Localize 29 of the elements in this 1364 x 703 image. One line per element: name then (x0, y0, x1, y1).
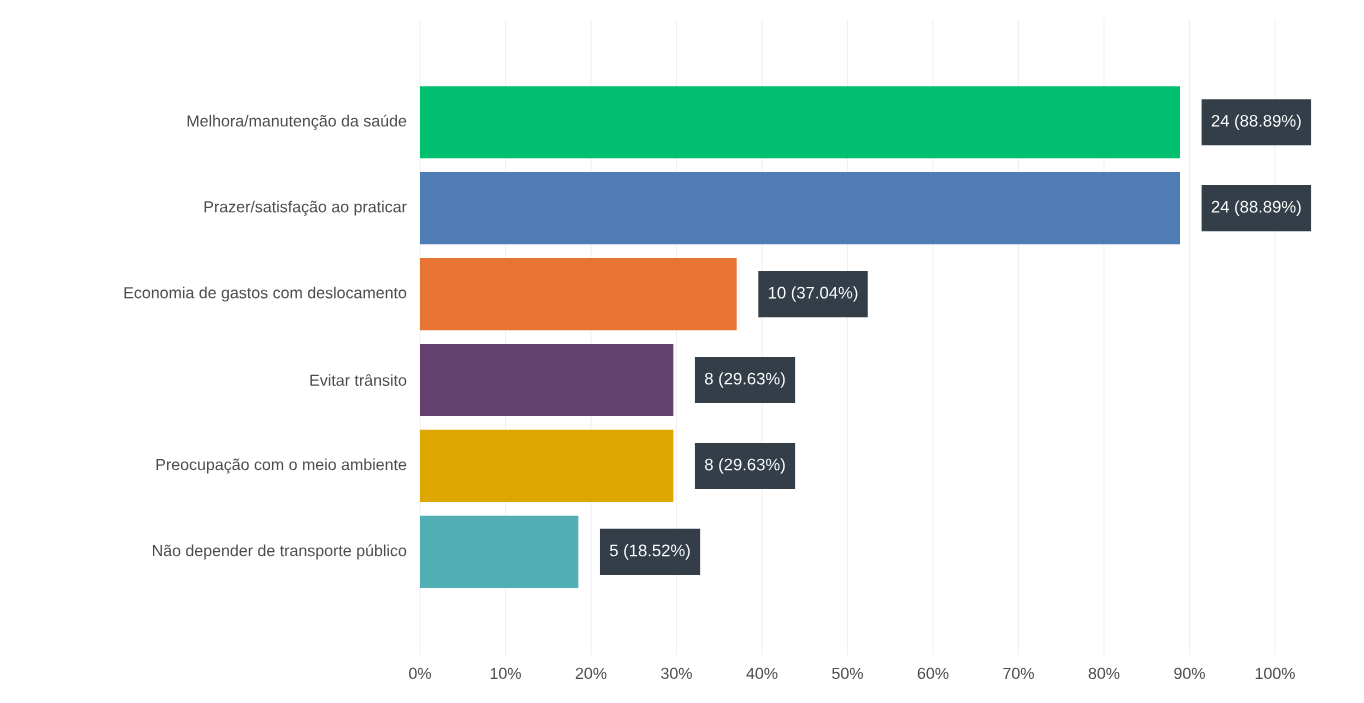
bar (420, 429, 674, 503)
data-label: 5 (18.52%) (609, 544, 690, 560)
x-tick-label: 100% (1255, 667, 1295, 680)
bar (420, 86, 1181, 159)
y-tick-label: Evitar trânsito (310, 374, 407, 386)
x-tick-label: 90% (1174, 667, 1205, 680)
bar (420, 515, 579, 588)
x-tick-label: 40% (746, 667, 778, 680)
y-tick-label: Preocupação com o meio ambiente (156, 458, 407, 474)
x-tick-label: 10% (490, 667, 521, 680)
bar (420, 343, 674, 417)
y-tick-label: Prazer/satisfação ao praticar (204, 200, 407, 216)
x-tick-label: 20% (575, 667, 607, 680)
data-label: 8 (29.63%) (705, 458, 785, 474)
data-label: 10 (37.04%) (768, 286, 858, 302)
y-tick-label: Melhora/manutenção da saúde (187, 114, 407, 130)
bar (420, 258, 737, 331)
y-tick-label: Economia de gastos com deslocamento (124, 286, 407, 302)
x-tick-label: 80% (1088, 667, 1120, 680)
bar (420, 172, 1181, 245)
x-tick-label: 50% (832, 667, 863, 680)
data-label: 8 (29.63%) (705, 372, 785, 388)
x-tick-label: 30% (661, 667, 692, 680)
data-label: 24 (88.89%) (1211, 114, 1301, 130)
x-tick-label: 60% (917, 667, 949, 680)
x-tick-label: 70% (1003, 667, 1034, 680)
y-tick-label: Não depender de transporte público (152, 544, 407, 560)
x-tick-label: 0% (409, 667, 431, 680)
data-label: 24 (88.89%) (1211, 200, 1301, 216)
